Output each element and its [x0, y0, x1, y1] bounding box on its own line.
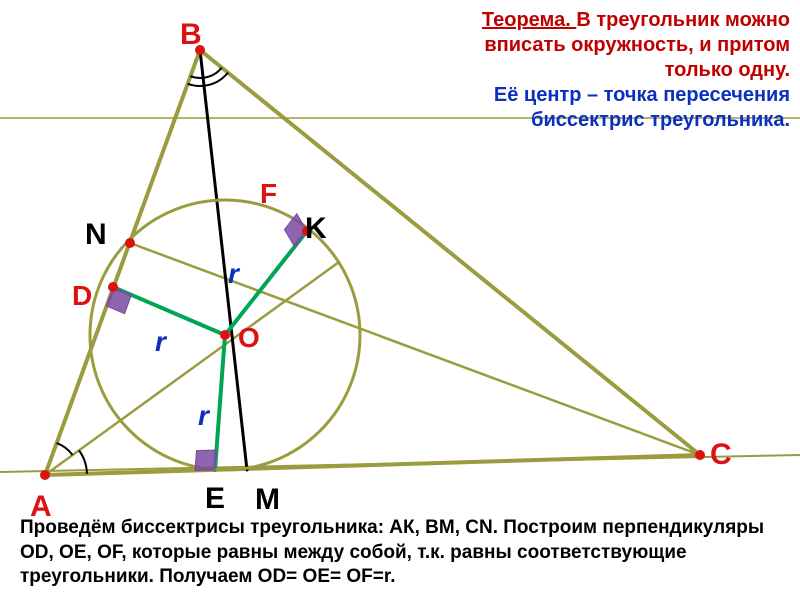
point-label-B: B — [180, 18, 202, 52]
point-label-A: A — [30, 490, 52, 524]
point-label-D: D — [72, 280, 92, 312]
point-label-N: N — [85, 218, 107, 252]
radius-label-0: r — [155, 326, 166, 358]
theorem-l4: Её центр – точка пересечения — [494, 84, 790, 106]
point-label-K: K — [305, 212, 327, 246]
theorem-l3: только одну. — [665, 59, 790, 81]
point-label-C: C — [710, 438, 732, 472]
point-label-F: F — [260, 178, 277, 210]
radius-label-1: r — [198, 400, 209, 432]
theorem-block: Теорема. В треугольник можно вписать окр… — [390, 8, 790, 133]
theorem-l1: В треугольник можно — [576, 9, 790, 31]
theorem-l5: биссектрис треугольника. — [531, 109, 790, 131]
theorem-title: Теорема. — [482, 9, 576, 31]
proof-footer: Проведём биссектрисы треугольника: АК, В… — [20, 516, 780, 590]
theorem-l2: вписать окружность, и притом — [484, 34, 790, 56]
point-label-M: M — [255, 483, 280, 517]
point-label-O: O — [238, 322, 260, 354]
radius-label-2: r — [228, 258, 239, 290]
point-label-E: E — [205, 482, 225, 516]
